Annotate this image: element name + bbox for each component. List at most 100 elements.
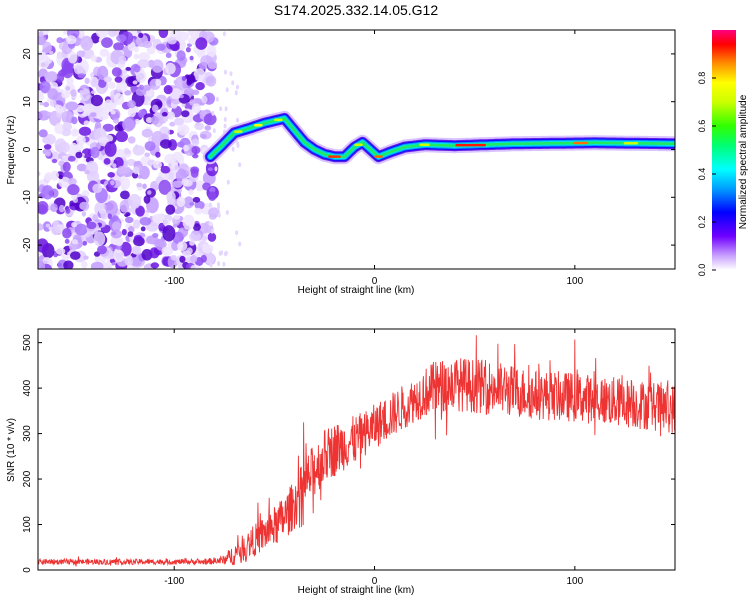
noise-speckle	[112, 221, 122, 232]
colorbar-gradient	[712, 30, 736, 270]
noise-speckle	[90, 261, 104, 269]
noise-speckle	[55, 247, 66, 255]
spectrogram-x-tick-label: -100	[164, 276, 184, 287]
noise-speckle	[79, 201, 90, 211]
noise-speckle	[176, 50, 186, 61]
noise-speckle	[173, 79, 178, 85]
noise-speckle	[211, 110, 215, 116]
noise-speckle	[138, 109, 146, 118]
noise-speckle	[99, 48, 110, 57]
noise-speckle	[55, 104, 64, 114]
colorbar-label: Normalized spectral amplitude	[738, 94, 749, 229]
spectrogram-y-ticks: -20 -10 0 10 20	[22, 48, 675, 252]
noise-speckle	[127, 231, 134, 237]
snr-x-tick-label: 100	[566, 576, 583, 587]
colorbar-tick-label: 0.8	[697, 72, 707, 85]
noise-speckle	[161, 111, 168, 117]
noise-speckle	[158, 179, 172, 195]
noise-speckle	[116, 34, 127, 43]
noise-speckle	[65, 86, 71, 91]
noise-speckle	[179, 94, 184, 99]
noise-speckle	[76, 135, 86, 146]
noise-speckle	[96, 30, 109, 38]
noise-speckle	[163, 219, 171, 227]
noise-speckle	[189, 202, 195, 206]
noise-speckle	[58, 176, 71, 188]
noise-speckle	[206, 44, 217, 58]
ridge-band	[209, 117, 675, 158]
noise-speckle	[38, 54, 50, 69]
noise-speckle	[125, 216, 134, 224]
noise-speckle	[63, 40, 68, 45]
noise-speckle	[107, 213, 113, 220]
noise-speckle	[189, 240, 196, 246]
noise-speckle	[169, 121, 176, 127]
noise-speckle	[147, 190, 152, 195]
noise-speckle	[214, 166, 218, 172]
noise-speckle	[146, 209, 151, 213]
noise-speckle	[93, 231, 106, 247]
noise-speckle	[181, 110, 190, 118]
noise-speckle	[229, 71, 233, 77]
noise-speckle	[125, 66, 131, 71]
noise-speckle	[150, 262, 159, 269]
colorbar: 0.0 0.2 0.4 0.6 0.8 Normalized spectral ampl…	[697, 30, 749, 276]
noise-speckle	[122, 73, 128, 77]
noise-speckle	[120, 190, 130, 200]
noise-speckle	[160, 165, 171, 174]
noise-speckle	[44, 71, 58, 83]
noise-speckle	[195, 82, 205, 91]
noise-speckle	[133, 219, 141, 229]
noise-speckle	[103, 158, 111, 165]
noise-speckle	[198, 61, 209, 70]
snr-y-label: SNR (10 * v/v)	[6, 418, 17, 482]
noise-speckle	[150, 85, 155, 89]
noise-speckle	[142, 40, 153, 49]
noise-speckle	[39, 81, 51, 93]
noise-speckle	[111, 262, 116, 266]
noise-speckle	[81, 48, 95, 59]
noise-speckle	[138, 32, 144, 38]
noise-speckle	[42, 41, 52, 54]
colorbar-tick-label: 0.2	[697, 216, 707, 229]
noise-speckle	[190, 264, 200, 269]
noise-speckle	[112, 163, 117, 169]
snr-y-tick-label: 400	[22, 379, 33, 396]
noise-speckle	[58, 174, 63, 180]
spectrogram-y-tick-label: 0	[22, 146, 33, 152]
noise-speckle	[158, 30, 169, 39]
noise-speckle	[110, 180, 115, 186]
noise-speckle	[43, 144, 52, 150]
noise-speckle	[191, 103, 201, 114]
noise-speckle	[207, 232, 217, 242]
noise-speckle	[193, 230, 200, 235]
noise-speckle	[162, 116, 169, 123]
noise-speckle	[127, 136, 136, 144]
noise-speckle	[143, 195, 151, 204]
noise-speckle	[43, 101, 50, 108]
noise-speckle	[44, 172, 53, 182]
noise-speckle	[188, 189, 194, 195]
noise-speckle	[226, 179, 230, 185]
snr-background	[38, 329, 675, 570]
noise-speckle	[65, 208, 71, 214]
noise-speckle	[207, 61, 218, 69]
noise-speckle	[216, 202, 220, 208]
noise-speckle	[42, 136, 51, 144]
noise-speckle	[56, 37, 64, 44]
snr-frame	[37, 328, 676, 571]
noise-speckle	[220, 250, 224, 256]
noise-speckle	[131, 245, 142, 255]
noise-speckle	[69, 142, 78, 150]
noise-speckle	[183, 144, 189, 152]
noise-speckle	[38, 31, 44, 38]
noise-speckle	[192, 89, 200, 96]
noise-speckle	[110, 110, 116, 115]
noise-speckle	[76, 50, 86, 58]
noise-speckle	[190, 255, 198, 263]
noise-speckle	[114, 76, 123, 83]
noise-speckle	[134, 234, 143, 241]
noise-speckle	[151, 115, 159, 125]
spectrogram-x-ticks: -100 0 100	[164, 30, 584, 287]
noise-speckle	[100, 211, 108, 220]
